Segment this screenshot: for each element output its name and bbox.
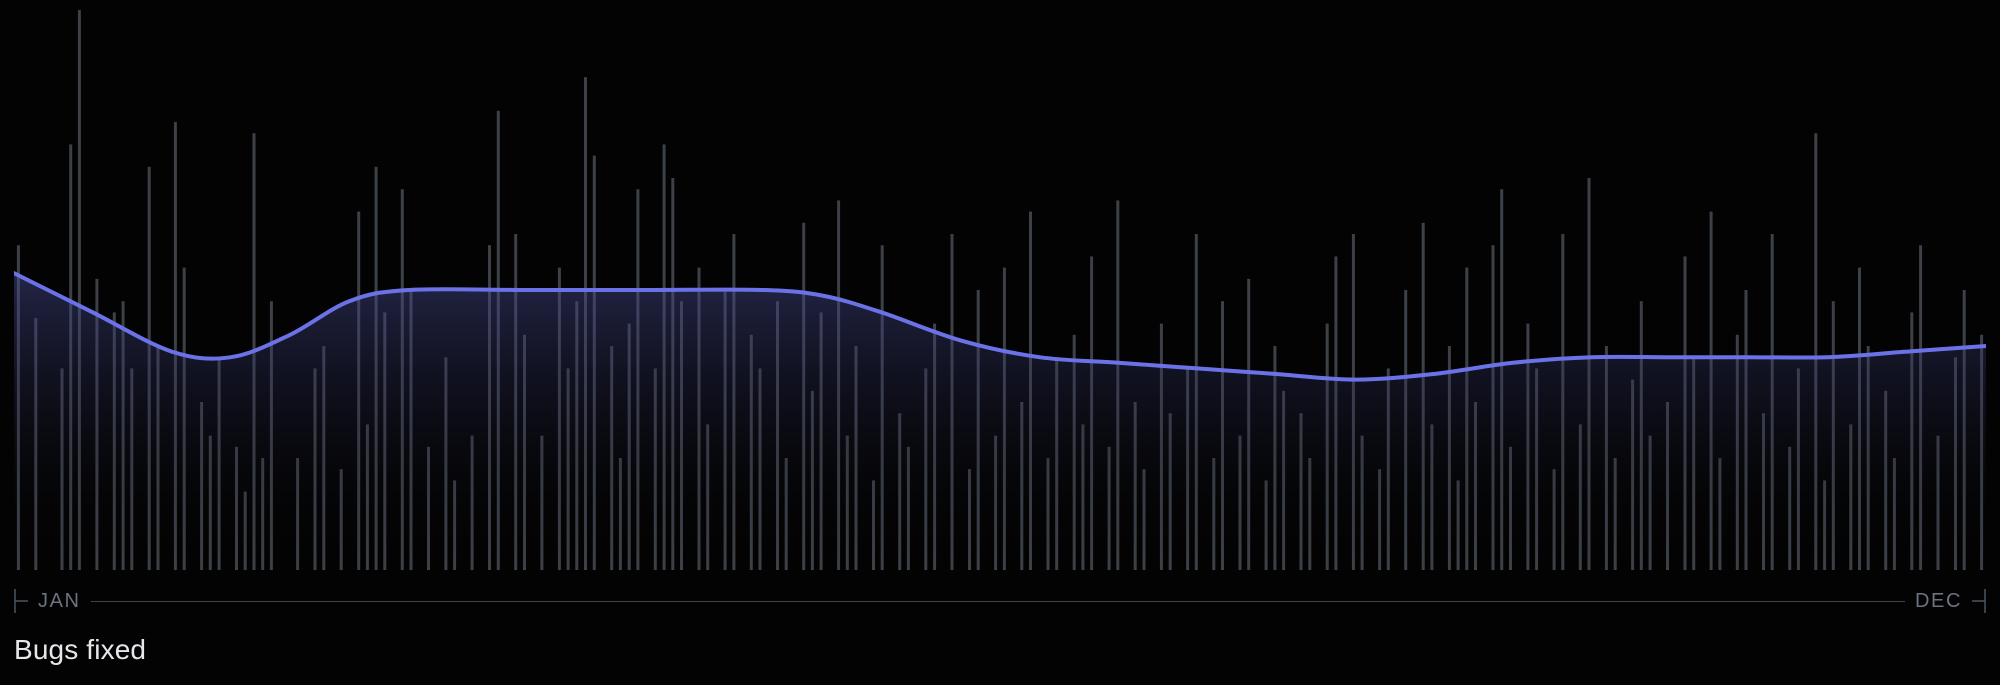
chart-svg <box>14 10 1986 570</box>
bugs-fixed-chart-card: JAN DEC Bugs fixed <box>0 0 2000 685</box>
axis-left-bracket-icon <box>14 586 28 616</box>
axis-left-label: JAN <box>28 590 91 613</box>
axis-right-label: DEC <box>1905 590 1972 613</box>
chart-plot-area <box>14 10 1986 570</box>
chart-x-axis: JAN DEC <box>14 586 1986 616</box>
chart-title: Bugs fixed <box>14 634 146 666</box>
axis-center-line <box>91 601 1905 602</box>
chart-trend-area <box>14 273 1986 570</box>
axis-right-bracket-icon <box>1972 586 1986 616</box>
